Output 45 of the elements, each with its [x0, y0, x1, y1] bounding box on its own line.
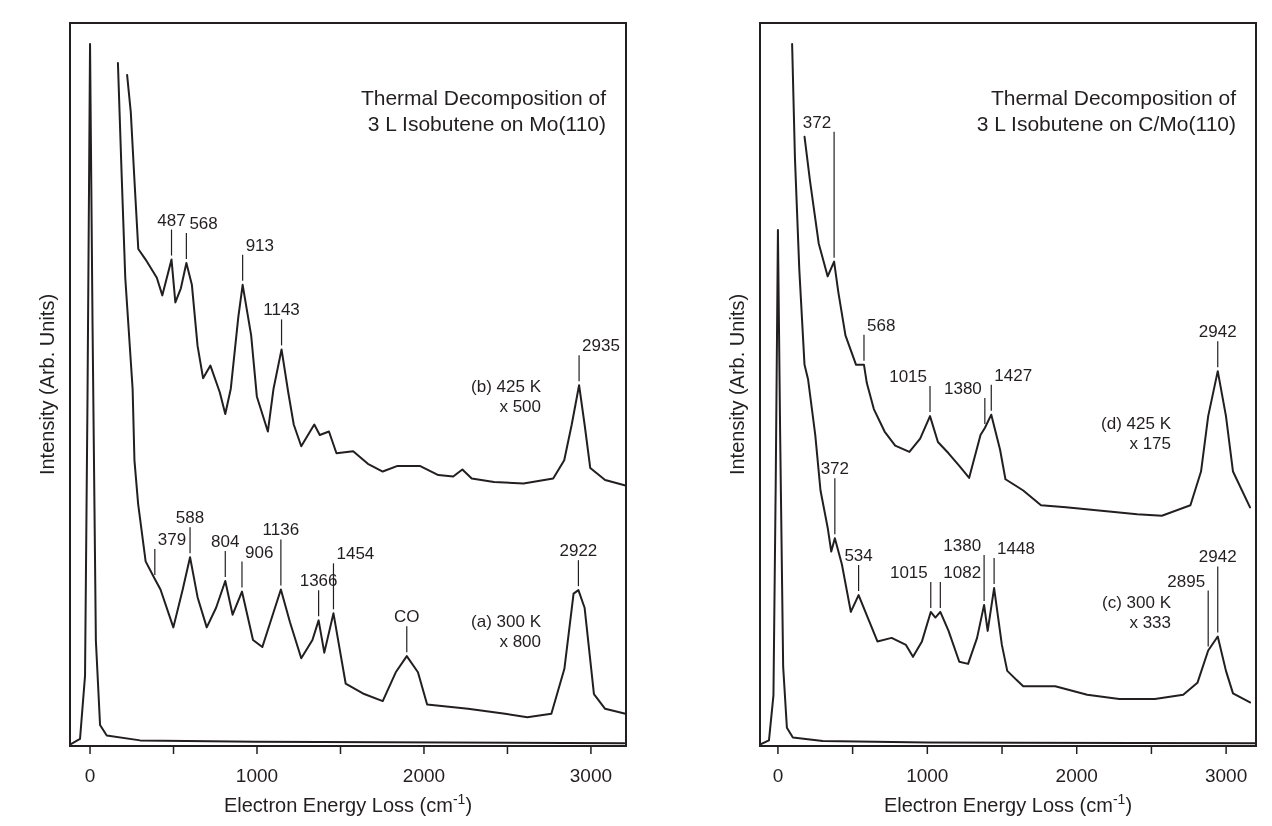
- annotation: 2942: [1198, 322, 1237, 342]
- annotation: 1136: [262, 520, 300, 540]
- annotation: 1015: [889, 367, 928, 387]
- annotation: 1380: [943, 535, 982, 555]
- annotation: 1448: [997, 539, 1035, 559]
- annotation: 1427: [994, 365, 1033, 385]
- x-tick-label: 1000: [235, 765, 279, 786]
- annotation: 588: [175, 508, 205, 528]
- series-label: (b) 425 K x 500: [471, 376, 542, 416]
- annotation: 568: [866, 315, 896, 335]
- annotation: 1015: [889, 562, 928, 582]
- x-tick-label: 0: [84, 765, 96, 786]
- annotation: 2895: [1167, 571, 1206, 591]
- annotation: 1143: [263, 300, 300, 320]
- annotation: 1082: [943, 562, 982, 582]
- y-axis-title: Intensity (Arb. Units): [36, 293, 58, 476]
- annotation: 372: [820, 459, 850, 479]
- annotation: 379: [157, 529, 187, 549]
- text: Thermal Decomposition of 3 L Isobutene on Mo(110): [360, 86, 607, 135]
- annotation: 913: [245, 235, 275, 255]
- annotation: CO: [394, 607, 420, 627]
- x-axis-title: Electron Energy Loss (cm$^{-1}$): [223, 791, 473, 816]
- x-tick-label: 3000: [1204, 765, 1248, 786]
- series-label: (d) 425 K x 175: [1101, 413, 1172, 453]
- annotation: 2922: [559, 541, 598, 561]
- x-axis-title: Electron Energy Loss (cm$^{-1}$): [883, 791, 1133, 816]
- text: (c) 300 K x 333: [1102, 592, 1172, 632]
- annotation: 804: [211, 532, 240, 552]
- text: Thermal Decomposition of 3 L Isobutene on C/Mo(110): [976, 86, 1237, 135]
- annotation: 487: [157, 210, 186, 230]
- x-tick-label: 0: [772, 765, 784, 786]
- y-axis-title: Intensity (Arb. Units): [726, 293, 748, 476]
- x-tick-label: 2000: [402, 765, 446, 786]
- series-label: (a) 300 K x 800: [471, 611, 542, 651]
- annotation: 906: [244, 542, 274, 562]
- annotation: 534: [844, 546, 873, 566]
- x-tick-label: 3000: [569, 765, 613, 786]
- annotation: 1380: [944, 379, 982, 399]
- annotation: 1454: [336, 544, 375, 564]
- annotation: 372: [802, 112, 832, 132]
- x-tick-label: 2000: [1055, 765, 1098, 786]
- annotation: 2942: [1198, 547, 1237, 567]
- x-tick-label: 1000: [906, 765, 949, 786]
- annotation: 568: [189, 214, 218, 234]
- annotation: 2935: [582, 336, 620, 356]
